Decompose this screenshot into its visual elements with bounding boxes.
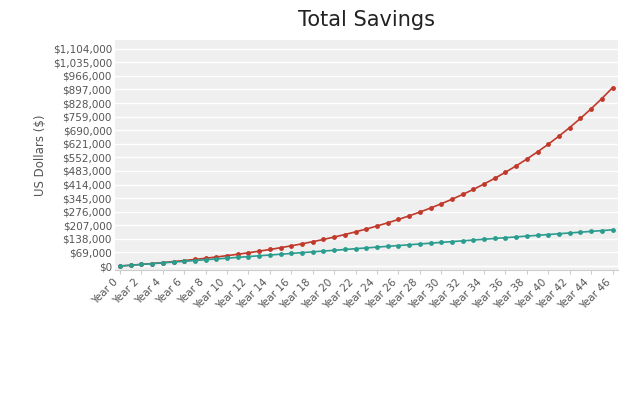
Future Value (6.00%) bbox=[416, 210, 424, 214]
Total Contributions bbox=[384, 244, 392, 249]
Future Value (6.00%) bbox=[362, 227, 370, 231]
Total Contributions bbox=[427, 241, 434, 246]
Total Contributions bbox=[416, 242, 424, 247]
Total Contributions bbox=[362, 245, 370, 250]
Future Value (6.00%) bbox=[320, 237, 327, 242]
Total Contributions bbox=[576, 230, 584, 235]
Future Value (6.00%) bbox=[566, 125, 573, 130]
Total Contributions bbox=[491, 236, 499, 241]
Legend: Future Value (6.00%), Total Contributions: Future Value (6.00%), Total Contribution… bbox=[202, 396, 531, 397]
Total Contributions bbox=[555, 231, 563, 236]
Future Value (6.00%) bbox=[469, 187, 477, 192]
Total Contributions bbox=[394, 243, 402, 248]
Future Value (6.00%) bbox=[116, 264, 124, 268]
Future Value (6.00%) bbox=[534, 149, 541, 154]
Line: Total Contributions: Total Contributions bbox=[118, 227, 615, 268]
Total Contributions bbox=[405, 243, 413, 247]
Future Value (6.00%) bbox=[213, 254, 220, 259]
Total Contributions bbox=[545, 232, 552, 237]
Total Contributions bbox=[298, 250, 306, 255]
Total Contributions bbox=[352, 246, 359, 251]
Total Contributions bbox=[138, 262, 145, 267]
Future Value (6.00%) bbox=[127, 263, 134, 268]
Future Value (6.00%) bbox=[523, 157, 531, 162]
Future Value (6.00%) bbox=[438, 201, 445, 206]
Future Value (6.00%) bbox=[266, 247, 274, 252]
Future Value (6.00%) bbox=[341, 232, 348, 237]
Y-axis label: US Dollars ($): US Dollars ($) bbox=[34, 114, 47, 196]
Future Value (6.00%) bbox=[545, 142, 552, 146]
Future Value (6.00%) bbox=[309, 239, 317, 244]
Future Value (6.00%) bbox=[245, 251, 252, 255]
Future Value (6.00%) bbox=[298, 241, 306, 246]
Total Contributions bbox=[438, 240, 445, 245]
Total Contributions bbox=[159, 260, 167, 265]
Total Contributions bbox=[609, 227, 617, 232]
Future Value (6.00%) bbox=[159, 260, 167, 265]
Future Value (6.00%) bbox=[480, 181, 488, 186]
Total Contributions bbox=[169, 260, 177, 264]
Total Contributions bbox=[266, 252, 274, 257]
Line: Future Value (6.00%): Future Value (6.00%) bbox=[118, 85, 615, 268]
Future Value (6.00%) bbox=[502, 170, 510, 175]
Total Contributions bbox=[202, 257, 210, 262]
Future Value (6.00%) bbox=[352, 229, 359, 234]
Total Contributions bbox=[480, 237, 488, 242]
Future Value (6.00%) bbox=[405, 214, 413, 218]
Future Value (6.00%) bbox=[234, 252, 241, 256]
Future Value (6.00%) bbox=[277, 245, 285, 250]
Future Value (6.00%) bbox=[223, 253, 231, 258]
Future Value (6.00%) bbox=[287, 243, 295, 248]
Total Contributions bbox=[598, 228, 606, 233]
Future Value (6.00%) bbox=[555, 134, 563, 139]
Title: Total Savings: Total Savings bbox=[297, 10, 435, 30]
Total Contributions bbox=[245, 254, 252, 259]
Future Value (6.00%) bbox=[427, 206, 434, 210]
Total Contributions bbox=[255, 253, 263, 258]
Total Contributions bbox=[448, 239, 455, 244]
Total Contributions bbox=[320, 249, 327, 253]
Future Value (6.00%) bbox=[394, 217, 402, 222]
Total Contributions bbox=[502, 235, 510, 240]
Total Contributions bbox=[234, 255, 241, 260]
Total Contributions bbox=[309, 249, 317, 254]
Future Value (6.00%) bbox=[448, 197, 455, 202]
Future Value (6.00%) bbox=[331, 235, 338, 239]
Future Value (6.00%) bbox=[384, 220, 392, 225]
Total Contributions bbox=[523, 234, 531, 239]
Total Contributions bbox=[148, 261, 156, 266]
Total Contributions bbox=[127, 263, 134, 268]
Total Contributions bbox=[512, 235, 520, 239]
Future Value (6.00%) bbox=[148, 261, 156, 266]
Future Value (6.00%) bbox=[598, 96, 606, 101]
Future Value (6.00%) bbox=[180, 258, 188, 263]
Future Value (6.00%) bbox=[459, 192, 466, 197]
Total Contributions bbox=[116, 264, 124, 268]
Total Contributions bbox=[469, 238, 477, 243]
Future Value (6.00%) bbox=[512, 164, 520, 168]
Future Value (6.00%) bbox=[255, 249, 263, 254]
Future Value (6.00%) bbox=[373, 224, 381, 228]
Total Contributions bbox=[191, 258, 199, 263]
Total Contributions bbox=[534, 233, 541, 238]
Total Contributions bbox=[341, 247, 348, 252]
Future Value (6.00%) bbox=[169, 259, 177, 264]
Total Contributions bbox=[587, 229, 595, 234]
Future Value (6.00%) bbox=[587, 106, 595, 111]
Total Contributions bbox=[373, 245, 381, 249]
Future Value (6.00%) bbox=[576, 116, 584, 121]
Total Contributions bbox=[277, 252, 285, 256]
Total Contributions bbox=[331, 248, 338, 252]
Total Contributions bbox=[287, 251, 295, 256]
Total Contributions bbox=[213, 256, 220, 261]
Total Contributions bbox=[180, 259, 188, 264]
Future Value (6.00%) bbox=[191, 257, 199, 262]
Total Contributions bbox=[459, 239, 466, 243]
Total Contributions bbox=[566, 231, 573, 235]
Future Value (6.00%) bbox=[138, 262, 145, 267]
Total Contributions bbox=[223, 256, 231, 260]
Future Value (6.00%) bbox=[202, 256, 210, 260]
Future Value (6.00%) bbox=[609, 85, 617, 90]
Future Value (6.00%) bbox=[491, 176, 499, 181]
